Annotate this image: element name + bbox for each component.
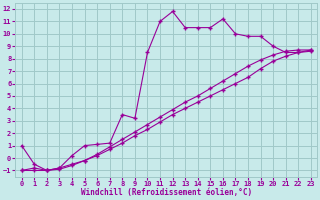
X-axis label: Windchill (Refroidissement éolien,°C): Windchill (Refroidissement éolien,°C)	[81, 188, 252, 197]
